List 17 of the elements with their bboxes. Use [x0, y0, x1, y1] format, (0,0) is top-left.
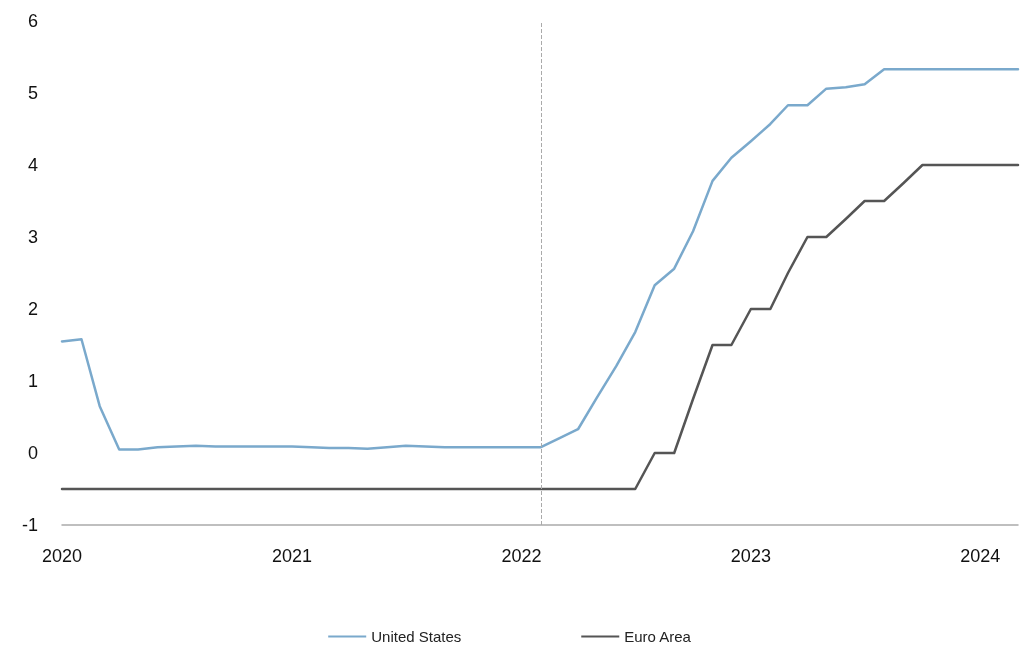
- line-series: [60, 67, 1020, 451]
- x-tick-label: 2024: [960, 546, 1001, 566]
- x-tick-label: 2022: [501, 546, 542, 566]
- y-tick-label: 0: [27, 443, 38, 463]
- x-tick-label: 2021: [272, 546, 313, 566]
- x-tick-label: 2020: [41, 546, 83, 566]
- y-tick-label: 1: [27, 371, 38, 391]
- y-tick-label: 6: [27, 11, 38, 31]
- x-tick-label: 2023: [730, 546, 771, 566]
- y-tick-label: 4: [27, 155, 38, 175]
- y-tick-label: 3: [27, 227, 38, 247]
- legend-label: Euro Area: [624, 628, 692, 645]
- line-series: [60, 163, 1020, 491]
- y-tick-label: 2: [27, 299, 38, 319]
- y-tick-label: 5: [27, 83, 38, 103]
- legend-label: United States: [371, 628, 462, 645]
- y-tick-label: -1: [21, 515, 38, 535]
